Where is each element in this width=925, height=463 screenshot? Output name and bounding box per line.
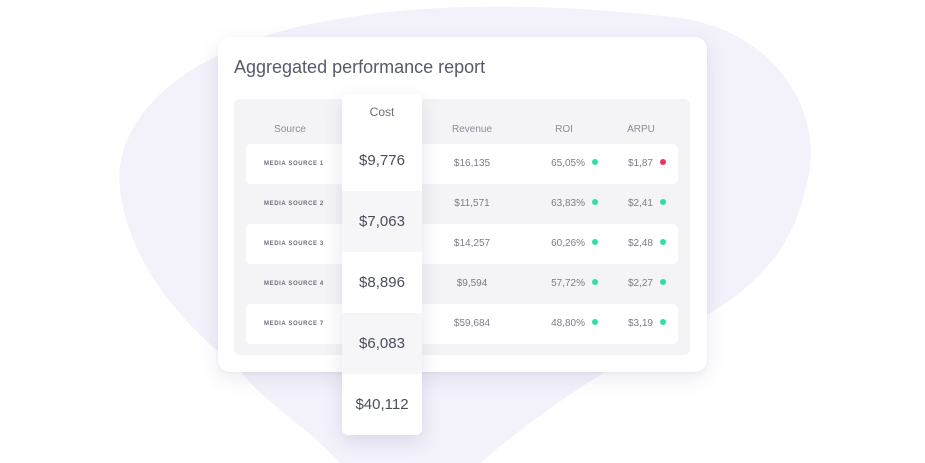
- cost-value: $6,083: [342, 313, 422, 374]
- status-dot-icon: [592, 199, 598, 206]
- source-name: MEDIA SOURCE 1: [264, 161, 324, 167]
- report-title: Aggregated performance report: [234, 57, 486, 77]
- source-name: MEDIA SOURCE 7: [264, 321, 324, 327]
- roi-cell: 63,83%: [528, 184, 598, 224]
- source-name: MEDIA SOURCE 4: [264, 281, 324, 287]
- status-dot-icon: [660, 199, 666, 206]
- status-dot-icon: [592, 159, 598, 166]
- header-arpu: ARPU: [627, 124, 655, 135]
- arpu-value: $1,87: [627, 158, 653, 169]
- report-table: Source Revenue ROI ARPU MEDIA SOURCE 1 $…: [234, 99, 690, 355]
- arpu-cell: $2,48: [616, 224, 666, 264]
- status-dot-icon: [660, 159, 666, 166]
- roi-value: 60,26%: [551, 238, 585, 249]
- table-row: MEDIA SOURCE 7 $59,684 48,80% $3,19: [246, 304, 678, 344]
- status-dot-icon: [592, 279, 598, 286]
- status-dot-icon: [660, 279, 666, 286]
- arpu-cell: $2,27: [616, 264, 666, 304]
- cost-value: $9,776: [359, 152, 405, 169]
- cost-value: $40,112: [355, 396, 409, 413]
- roi-value: 63,83%: [551, 198, 585, 209]
- header-cost: Cost: [369, 105, 395, 119]
- table-row: MEDIA SOURCE 4 $9,594 57,72% $2,27: [246, 264, 678, 304]
- table-row: MEDIA SOURCE 2 $11,571 63,83% $2,41: [246, 184, 678, 224]
- status-dot-icon: [660, 239, 666, 246]
- header-source: Source: [274, 124, 306, 135]
- revenue-value: $9,594: [456, 278, 488, 289]
- revenue-value: $14,257: [453, 238, 491, 249]
- arpu-value: $2,27: [627, 278, 653, 289]
- arpu-value: $2,41: [627, 198, 653, 209]
- report-card: Aggregated performance report Source Rev…: [218, 37, 707, 372]
- header-roi: ROI: [555, 124, 573, 135]
- roi-cell: 57,72%: [528, 264, 598, 304]
- roi-value: 57,72%: [551, 278, 585, 289]
- arpu-value: $3,19: [627, 318, 653, 329]
- status-dot-icon: [592, 319, 598, 326]
- cost-column-highlight: Cost $9,776 $7,063 $8,896 $6,083 $40,112: [342, 94, 422, 435]
- cost-value: $7,063: [342, 191, 422, 252]
- roi-cell: 65,05%: [528, 144, 598, 184]
- revenue-value: $11,571: [454, 198, 490, 209]
- roi-cell: 48,80%: [528, 304, 598, 344]
- roi-value: 48,80%: [551, 318, 585, 329]
- arpu-cell: $2,41: [616, 184, 666, 224]
- roi-cell: 60,26%: [528, 224, 598, 264]
- status-dot-icon: [592, 239, 598, 246]
- arpu-cell: $3,19: [616, 304, 666, 344]
- table-row: MEDIA SOURCE 1 $16,135 65,05% $1,87: [246, 144, 678, 184]
- cost-value: $8,896: [359, 274, 405, 291]
- header-revenue: Revenue: [451, 124, 493, 135]
- revenue-value: $16,135: [453, 158, 491, 169]
- arpu-cell: $1,87: [616, 144, 666, 184]
- source-name: MEDIA SOURCE 3: [264, 241, 324, 247]
- revenue-value: $59,684: [453, 318, 491, 329]
- arpu-value: $2,48: [627, 238, 653, 249]
- table-row: MEDIA SOURCE 3 $14,257 60,26% $2,48: [246, 224, 678, 264]
- source-name: MEDIA SOURCE 2: [264, 201, 324, 207]
- roi-value: 65,05%: [551, 158, 585, 169]
- status-dot-icon: [660, 319, 666, 326]
